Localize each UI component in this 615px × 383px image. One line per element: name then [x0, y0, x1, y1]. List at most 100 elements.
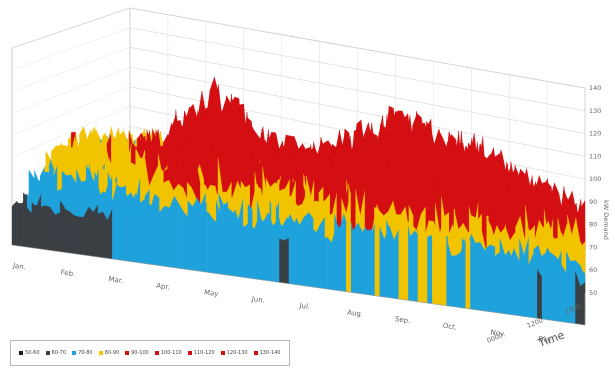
surface-cell [140, 201, 146, 264]
surface-cell [121, 208, 127, 262]
surface-cell [346, 222, 352, 293]
surface-cell [40, 205, 46, 250]
surface-cell [341, 222, 347, 292]
surface-cell [183, 212, 189, 270]
legend-label: 50-60 [25, 350, 40, 356]
surface-cell [403, 225, 409, 301]
z-tick-label: 110 [589, 152, 601, 160]
month-tick-label: May [203, 288, 218, 298]
surface-cell [312, 228, 318, 288]
surface-cell [207, 211, 213, 274]
surface-cell [551, 270, 557, 322]
surface-cell [159, 205, 165, 267]
legend-label: 90-100 [131, 350, 149, 356]
surface-cell [279, 238, 285, 284]
surface-cell [307, 228, 313, 288]
surface-cell [355, 235, 361, 294]
z-gridline-side [11, 86, 131, 136]
surface-cell [432, 232, 438, 305]
surface-cell [97, 211, 103, 258]
month-tick-label: Sep. [394, 315, 410, 325]
surface-cell [174, 195, 180, 269]
axis-labels: 50 60 70 80 90 100 110 120 130 140 kW Demand Jan. Fe… [12, 84, 610, 350]
z-tick-label: 100 [589, 175, 601, 183]
surface-cell [527, 264, 533, 318]
surface-cell [475, 242, 481, 311]
legend-swatch [19, 351, 23, 355]
surface-cell [16, 200, 22, 247]
surface-cell [21, 206, 27, 248]
surface-cell [441, 234, 447, 306]
surface-cell [518, 257, 524, 317]
surface-cell [231, 227, 237, 277]
surface-cell [155, 205, 161, 266]
legend-swatch [187, 351, 192, 355]
surface-cell [322, 237, 328, 290]
legend-label: 100-110 [160, 350, 182, 356]
surface-cell [556, 267, 562, 322]
month-tick-label: Jan. [12, 262, 27, 272]
month-tick-label: Apr. [156, 282, 171, 292]
surface-cell [498, 252, 504, 314]
z-tick-label: 90 [589, 198, 597, 206]
month-tick-label: Jul. [298, 302, 311, 312]
surface-cell [570, 271, 576, 324]
month-tick-label: Aug. [347, 308, 364, 318]
z-gridline-side [11, 27, 131, 71]
surface-cell [112, 207, 118, 260]
z-tick-label: 140 [589, 84, 601, 92]
legend-label: 60-70 [51, 350, 67, 356]
surface-cell [422, 227, 428, 304]
surface-cell [45, 205, 51, 251]
legend-label: 110-120 [193, 350, 215, 356]
surface-cell [532, 268, 538, 319]
surface-cell [69, 210, 75, 254]
surface-cell [26, 206, 32, 248]
surface-cell [135, 205, 142, 264]
surface-cell [374, 222, 380, 297]
surface-cell [360, 226, 366, 295]
legend-swatch [45, 351, 50, 355]
surface-cell [494, 252, 500, 314]
surface-cell [580, 282, 586, 326]
surface-cell [78, 216, 84, 256]
legend-item: 120-130 [220, 350, 248, 356]
z-gridline-side [11, 106, 131, 158]
surface-cell [255, 223, 261, 280]
legend-swatch [125, 351, 130, 355]
legend-item: 130-140 [253, 350, 281, 356]
legend-swatch [253, 351, 258, 355]
surface-cell [54, 212, 60, 252]
surface-cell [217, 220, 223, 275]
axes [11, 244, 586, 326]
surface-cell [288, 237, 294, 285]
surface-cell [326, 236, 333, 290]
surface-cell [436, 232, 442, 306]
surface-cell [11, 200, 17, 246]
surface-cell [169, 196, 175, 268]
z-axis-title: kW Demand [602, 200, 610, 240]
legend-label: 120-130 [226, 350, 248, 356]
surface-cell [250, 225, 256, 280]
time-tick-label: 1200 [526, 316, 544, 330]
surface-cell [59, 208, 65, 253]
z-gridline-side [11, 66, 131, 114]
legend-label: 130-140 [259, 350, 281, 356]
z-tick-label: 60 [589, 266, 597, 274]
surface-cell [126, 208, 132, 262]
surface-cell [245, 225, 251, 279]
surface-cell [164, 205, 170, 268]
month-tick-label: Feb. [60, 268, 76, 278]
legend-label: 80-90 [104, 350, 120, 356]
legend-swatch [220, 351, 225, 355]
demand-surface [11, 76, 586, 326]
surface-cell [451, 255, 457, 308]
surface-cell [241, 228, 247, 278]
surface-cell [489, 248, 495, 313]
month-tick-label: Mar. [108, 275, 124, 285]
z-tick-label: 120 [589, 130, 601, 138]
surface-cell [102, 211, 108, 259]
legend: 50-60 60-70 70-80 80-90 90-100 100-110 110-120… [10, 340, 290, 366]
z-gridline-side [11, 47, 131, 93]
